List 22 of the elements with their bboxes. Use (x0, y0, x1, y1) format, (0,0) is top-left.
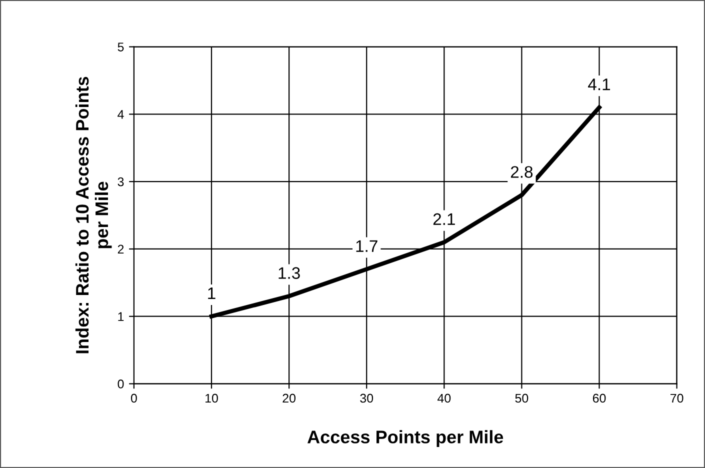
y-tick-label: 0 (118, 380, 124, 388)
y-tick-label: 5 (118, 42, 124, 52)
x-tick-label: 70 (670, 394, 684, 403)
y-tick-label: 2 (118, 244, 124, 254)
x-tick-label: 50 (515, 394, 528, 403)
y-axis-title: Index: Ratio to 10 Access Points per Mile (75, 76, 112, 354)
data-label: 1 (208, 288, 216, 300)
data-label: 2.8 (510, 166, 533, 178)
x-tick-label: 0 (130, 394, 137, 403)
x-tick-label: 40 (437, 394, 451, 403)
x-tick-label: 30 (360, 394, 374, 403)
data-label: 2.1 (433, 213, 455, 225)
x-tick-label: 10 (206, 394, 218, 403)
data-label: 1.7 (356, 240, 378, 252)
y-tick-label: 3 (118, 177, 124, 186)
data-label: 4.1 (588, 78, 610, 90)
data-label: 1.3 (278, 267, 300, 279)
y-tick-label: 1 (118, 312, 124, 321)
y-tick-label: 4 (118, 110, 124, 119)
x-tick-label: 60 (592, 394, 606, 403)
x-axis-title: Access Points per Mile (307, 430, 504, 447)
x-tick-label: 20 (282, 394, 296, 403)
